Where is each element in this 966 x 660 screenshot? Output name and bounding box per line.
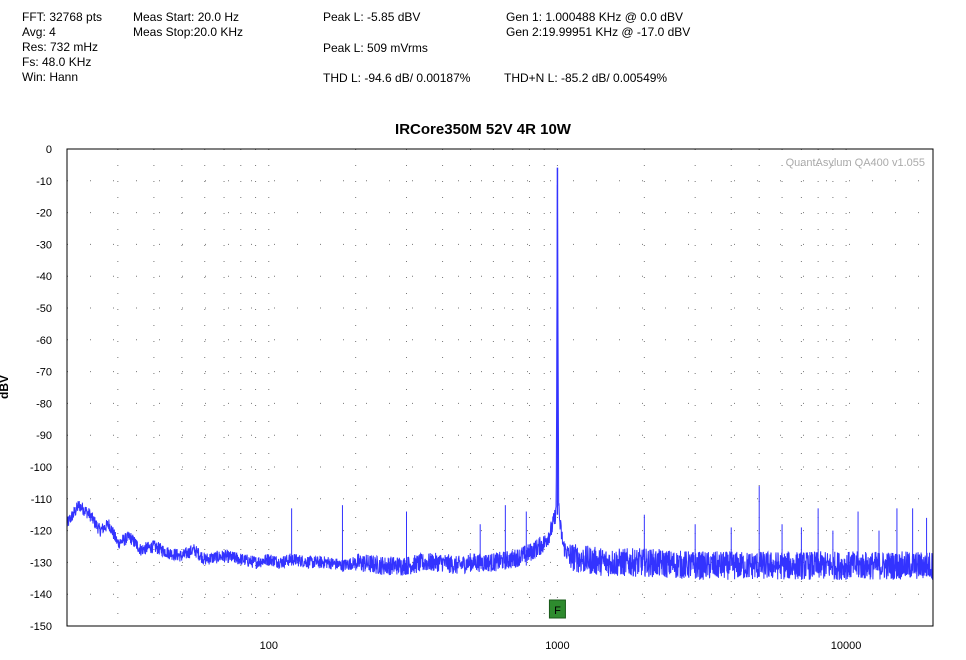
x-tick-labels: 100 1000 10000 (260, 640, 862, 652)
averages: Avg: 4 (22, 25, 56, 39)
y-tick-label: -40 (36, 271, 52, 283)
y-tick-label: -60 (36, 335, 52, 347)
peak-vrms: Peak L: 509 mVrms (323, 41, 428, 55)
y-tick-label: -140 (30, 589, 52, 601)
y-tick-label: -80 (36, 398, 52, 410)
thdn-readout: THD+N L: -85.2 dB/ 0.00549% (504, 71, 668, 85)
y-tick-label: -120 (30, 526, 52, 538)
y-tick-label: 0 (46, 144, 52, 156)
marker-group[interactable]: F (548, 599, 566, 619)
y-tick-label: -110 (31, 494, 52, 506)
chart-title: IRCore350M 52V 4R 10W (395, 121, 571, 138)
gen1-readout: Gen 1: 1.000488 KHz @ 0.0 dBV (506, 10, 683, 24)
y-tick-labels: 0 -10 -20 -30 -40 -50 -60 -70 -80 -90 -100 -110 -120… (30, 144, 52, 633)
fft-points: FFT: 32768 pts (22, 10, 103, 24)
resolution: Res: 732 mHz (22, 40, 99, 54)
x-tick-label: 10000 (831, 640, 862, 652)
gen2-readout: Gen 2:19.99951 KHz @ -17.0 dBV (506, 25, 691, 39)
marker-box[interactable] (548, 599, 566, 619)
x-tick-label: 100 (260, 640, 278, 652)
measurement-range-column: Meas Start: 20.0 Hz Meas Stop:20.0 KHz (133, 10, 243, 40)
spectrum-trace (66, 184, 934, 580)
sample-rate: Fs: 48.0 KHz (22, 55, 92, 69)
y-tick-label: -130 (30, 557, 52, 569)
y-tick-label: -20 (36, 208, 52, 220)
y-tick-label: -50 (36, 303, 52, 315)
peak-dbv: Peak L: -5.85 dBV (323, 10, 421, 24)
marker-label: F (554, 605, 561, 617)
meas-stop: Meas Stop:20.0 KHz (133, 25, 244, 39)
y-tick-label: -150 (30, 621, 52, 633)
fft-info-column: FFT: 32768 pts Avg: 4 Res: 732 mHz Fs: 4… (22, 10, 102, 85)
plot-frame (66, 148, 934, 627)
y-tick-label: -10 (36, 176, 52, 188)
thd-readout: THD L: -94.6 dB/ 0.00187% (323, 71, 471, 85)
meas-start: Meas Start: 20.0 Hz (133, 10, 240, 24)
y-tick-label: -100 (30, 462, 52, 474)
spectrum-trace-group (66, 167, 934, 580)
x-tick-label: 1000 (545, 640, 569, 652)
window-type: Win: Hann (22, 70, 79, 84)
y-tick-label: -90 (36, 430, 52, 442)
y-tick-label: -30 (36, 239, 52, 251)
y-tick-label: -70 (36, 367, 52, 379)
watermark: QuantAsylum QA400 v1.055 (786, 157, 925, 169)
